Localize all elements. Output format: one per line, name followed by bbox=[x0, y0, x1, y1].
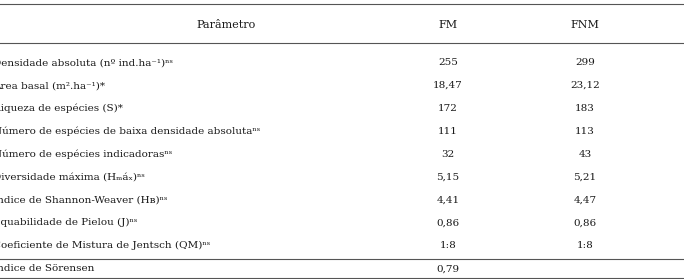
Text: Densidade absoluta (nº ind.ha⁻¹)ⁿˢ: Densidade absoluta (nº ind.ha⁻¹)ⁿˢ bbox=[0, 58, 173, 67]
Text: Parâmetro: Parâmetro bbox=[196, 20, 255, 30]
Text: 0,86: 0,86 bbox=[573, 218, 596, 227]
Text: Índice de Shannon-Weaver (Hв)ⁿˢ: Índice de Shannon-Weaver (Hв)ⁿˢ bbox=[0, 195, 168, 205]
Text: 1:8: 1:8 bbox=[440, 241, 456, 250]
Text: 4,47: 4,47 bbox=[573, 196, 596, 205]
Text: 0,86: 0,86 bbox=[436, 218, 460, 227]
Text: Número de espécies indicadorasⁿˢ: Número de espécies indicadorasⁿˢ bbox=[0, 150, 172, 159]
Text: Número de espécies de baixa densidade absolutaⁿˢ: Número de espécies de baixa densidade ab… bbox=[0, 127, 261, 136]
Text: 172: 172 bbox=[438, 104, 458, 113]
Text: Equabilidade de Pielou (J)ⁿˢ: Equabilidade de Pielou (J)ⁿˢ bbox=[0, 218, 137, 227]
Text: 18,47: 18,47 bbox=[433, 81, 463, 90]
Text: 32: 32 bbox=[441, 150, 455, 159]
Text: Riqueza de espécies (S)*: Riqueza de espécies (S)* bbox=[0, 104, 123, 113]
Text: 299: 299 bbox=[575, 58, 595, 67]
Text: 111: 111 bbox=[438, 127, 458, 136]
Text: 0,79: 0,79 bbox=[436, 264, 460, 273]
Text: 23,12: 23,12 bbox=[570, 81, 600, 90]
Text: 113: 113 bbox=[575, 127, 595, 136]
Text: Coeficiente de Mistura de Jentsch (QM)ⁿˢ: Coeficiente de Mistura de Jentsch (QM)ⁿˢ bbox=[0, 241, 211, 250]
Text: FNM: FNM bbox=[570, 20, 599, 30]
Text: 4,41: 4,41 bbox=[436, 196, 460, 205]
Text: 5,21: 5,21 bbox=[573, 173, 596, 182]
Text: Diversidade máxima (Hₘáₓ)ⁿˢ: Diversidade máxima (Hₘáₓ)ⁿˢ bbox=[0, 173, 145, 182]
Text: 255: 255 bbox=[438, 58, 458, 67]
Text: 183: 183 bbox=[575, 104, 595, 113]
Text: 1:8: 1:8 bbox=[577, 241, 593, 250]
Text: FM: FM bbox=[438, 20, 458, 30]
Text: 5,15: 5,15 bbox=[436, 173, 460, 182]
Text: 43: 43 bbox=[578, 150, 592, 159]
Text: Índice de Sörensen: Índice de Sörensen bbox=[0, 264, 94, 273]
Text: Área basal (m².ha⁻¹)*: Área basal (m².ha⁻¹)* bbox=[0, 81, 105, 91]
